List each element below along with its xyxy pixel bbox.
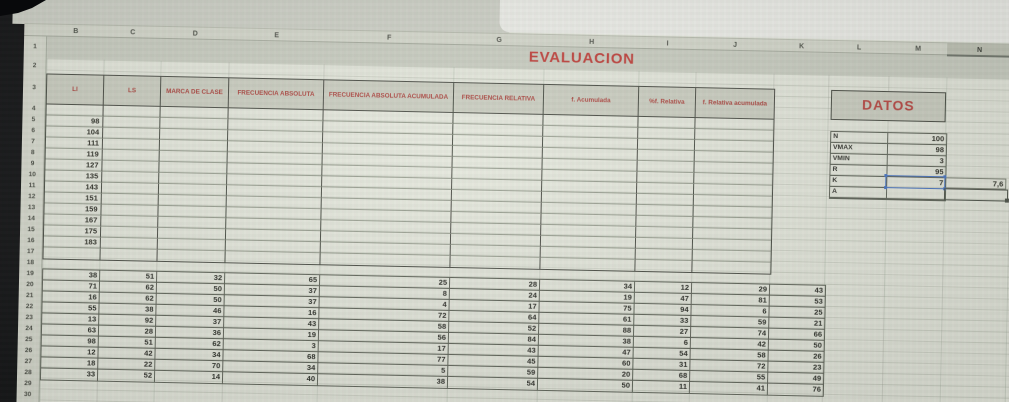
column-header[interactable]: I bbox=[666, 40, 669, 48]
row-header[interactable]: 2 bbox=[32, 62, 37, 70]
row-header[interactable]: 21 bbox=[26, 292, 34, 300]
freq-table-header-cell[interactable]: f. Relativa acumulada bbox=[695, 88, 775, 120]
cell[interactable] bbox=[225, 251, 321, 265]
row-header[interactable]: 24 bbox=[25, 325, 33, 333]
datos-label-cell[interactable]: A bbox=[829, 186, 888, 200]
column-header[interactable]: F bbox=[386, 34, 392, 42]
row-header[interactable]: 14 bbox=[27, 215, 35, 223]
row-header[interactable]: 10 bbox=[28, 171, 36, 179]
column-header[interactable]: G bbox=[496, 36, 502, 44]
cell[interactable]: 33 bbox=[40, 368, 99, 381]
cell[interactable]: 50 bbox=[537, 378, 634, 392]
row-header[interactable]: 12 bbox=[28, 193, 36, 201]
row-header[interactable]: 6 bbox=[31, 127, 36, 135]
cell[interactable] bbox=[540, 257, 636, 271]
cell[interactable]: 76 bbox=[812, 384, 822, 394]
freq-table-header-cell[interactable]: FRECUENCIA ABSOLUTA bbox=[228, 78, 325, 111]
column-header[interactable]: K bbox=[798, 43, 805, 51]
row-header[interactable]: 19 bbox=[26, 270, 34, 278]
cell[interactable]: 11 bbox=[632, 380, 691, 394]
row-header[interactable]: 4 bbox=[31, 105, 36, 113]
row-header[interactable]: 5 bbox=[31, 116, 36, 124]
column-header[interactable]: B bbox=[73, 28, 79, 36]
cell[interactable] bbox=[692, 261, 770, 274]
row-header[interactable]: 1 bbox=[33, 43, 37, 51]
row-header[interactable]: 18 bbox=[26, 259, 35, 267]
row-header[interactable]: 22 bbox=[25, 303, 34, 311]
freq-table-header-cell[interactable]: FRECUENCIA ABSOLUTA ACUMULADA bbox=[323, 80, 455, 114]
row-header[interactable]: 29 bbox=[24, 380, 32, 388]
column-header[interactable]: C bbox=[130, 29, 136, 37]
row-header[interactable]: 17 bbox=[26, 248, 35, 256]
cell[interactable] bbox=[157, 249, 226, 263]
cell[interactable]: 54 bbox=[447, 376, 539, 390]
row-header[interactable]: 11 bbox=[28, 182, 36, 190]
column-header[interactable]: D bbox=[192, 30, 198, 38]
raw-data-block: 38 51 32 65 25 28 34 12 29 43 71 62 50 37 8 24 19 47 81 53 1… bbox=[39, 268, 827, 397]
column-header[interactable]: E bbox=[274, 32, 280, 40]
row-header[interactable]: 23 bbox=[25, 314, 33, 322]
cell[interactable]: 14 bbox=[154, 370, 224, 384]
row-header[interactable]: 16 bbox=[27, 237, 35, 245]
datos-header-cell[interactable]: DATOS bbox=[830, 89, 947, 123]
freq-table-header-cell[interactable]: f. Acumulada bbox=[543, 84, 640, 117]
row-header[interactable]: 30 bbox=[23, 391, 32, 399]
cell[interactable] bbox=[320, 253, 451, 267]
column-header[interactable]: N bbox=[946, 43, 1009, 58]
row-header[interactable]: 26 bbox=[24, 347, 33, 355]
row-header[interactable]: 13 bbox=[27, 204, 36, 212]
sheet-title: EVALUACION bbox=[528, 48, 636, 68]
cell[interactable]: 38 bbox=[317, 374, 449, 388]
cell[interactable]: 41 bbox=[689, 382, 769, 395]
column-header[interactable]: H bbox=[589, 38, 595, 46]
row-header[interactable]: 28 bbox=[24, 369, 32, 377]
frequency-table: LI LS MARCA DE CLASE FRECUENCIA ABSOLUTA FRE… bbox=[42, 73, 776, 275]
row-header[interactable]: 25 bbox=[25, 336, 33, 344]
column-header[interactable]: L bbox=[856, 44, 862, 52]
cell[interactable]: 52 bbox=[97, 369, 156, 382]
cell[interactable] bbox=[635, 259, 693, 273]
freq-table-header-cell[interactable]: LS bbox=[103, 75, 162, 107]
reference-selection-border bbox=[884, 174, 947, 191]
datos-value-cell[interactable] bbox=[886, 188, 946, 201]
row-header[interactable]: 20 bbox=[26, 281, 34, 289]
row-header[interactable]: 15 bbox=[27, 226, 35, 234]
column-header[interactable]: J bbox=[733, 41, 738, 49]
active-cell[interactable] bbox=[943, 188, 1009, 203]
row-header[interactable]: 8 bbox=[30, 149, 35, 157]
row-header[interactable]: 3 bbox=[32, 84, 36, 92]
freq-table-header-cell[interactable]: %f. Relativa bbox=[638, 86, 697, 119]
cell[interactable] bbox=[43, 247, 101, 260]
row-header[interactable]: 7 bbox=[31, 138, 35, 146]
row-header[interactable]: 27 bbox=[24, 358, 33, 366]
freq-table-header-cell[interactable]: LI bbox=[46, 74, 105, 106]
column-header[interactable]: M bbox=[915, 45, 922, 53]
row-header[interactable]: 9 bbox=[30, 160, 35, 168]
cell[interactable]: 40 bbox=[222, 372, 319, 386]
datos-table: N 100 VMAX 98 VMIN 3 R 95 K 7 A bbox=[828, 130, 948, 202]
freq-table-header-cell[interactable]: FRECUENCIA RELATIVA bbox=[453, 83, 545, 115]
cell[interactable] bbox=[450, 255, 541, 269]
freq-table-header-cell[interactable]: MARCA DE CLASE bbox=[160, 76, 230, 109]
cell[interactable] bbox=[100, 248, 158, 261]
